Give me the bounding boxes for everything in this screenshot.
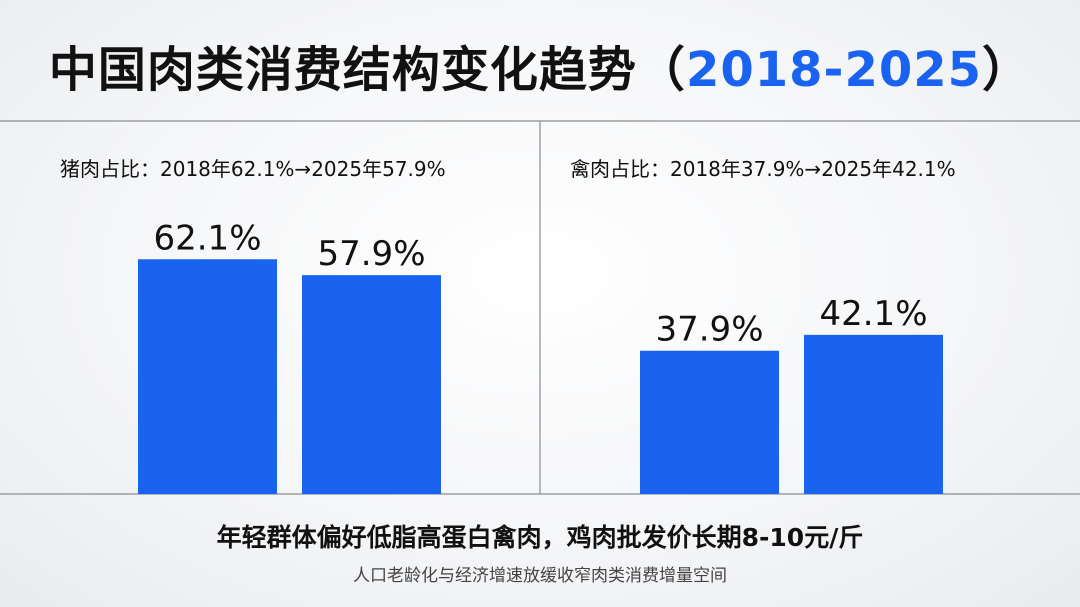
data-label-poultry-2025: 42.1% xyxy=(819,294,927,334)
chart-title: 中国肉类消费结构变化趋势（2018-2025） xyxy=(0,38,1080,102)
title-close-paren: ） xyxy=(982,42,1032,98)
poultry-panel-subtitle: 禽肉占比：2018年37.9%→2025年42.1% xyxy=(570,157,956,181)
data-label-poultry-2018: 37.9% xyxy=(655,310,763,350)
bar-pork-2018 xyxy=(138,259,277,494)
caption-sub: 人口老龄化与经济增速放缓收窄肉类消费增量空间 xyxy=(353,566,727,586)
data-label-pork-2018: 62.1% xyxy=(153,218,261,258)
data-label-pork-2025: 57.9% xyxy=(317,234,425,274)
bar-poultry-2018 xyxy=(640,350,779,494)
bar-group: 62.1% 57.9% 37.9% 42.1% xyxy=(138,218,943,494)
pork-panel-subtitle: 猪肉占比：2018年62.1%→2025年57.9% xyxy=(60,157,446,181)
title-years: 2018-2025 xyxy=(685,42,983,98)
bar-pork-2025 xyxy=(302,275,441,494)
caption-main: 年轻群体偏好低脂高蛋白禽肉，鸡肉批发价长期8-10元/斤 xyxy=(216,523,864,552)
bar-poultry-2025 xyxy=(804,334,943,494)
title-text: 中国肉类消费结构变化趋势（ xyxy=(48,42,686,98)
